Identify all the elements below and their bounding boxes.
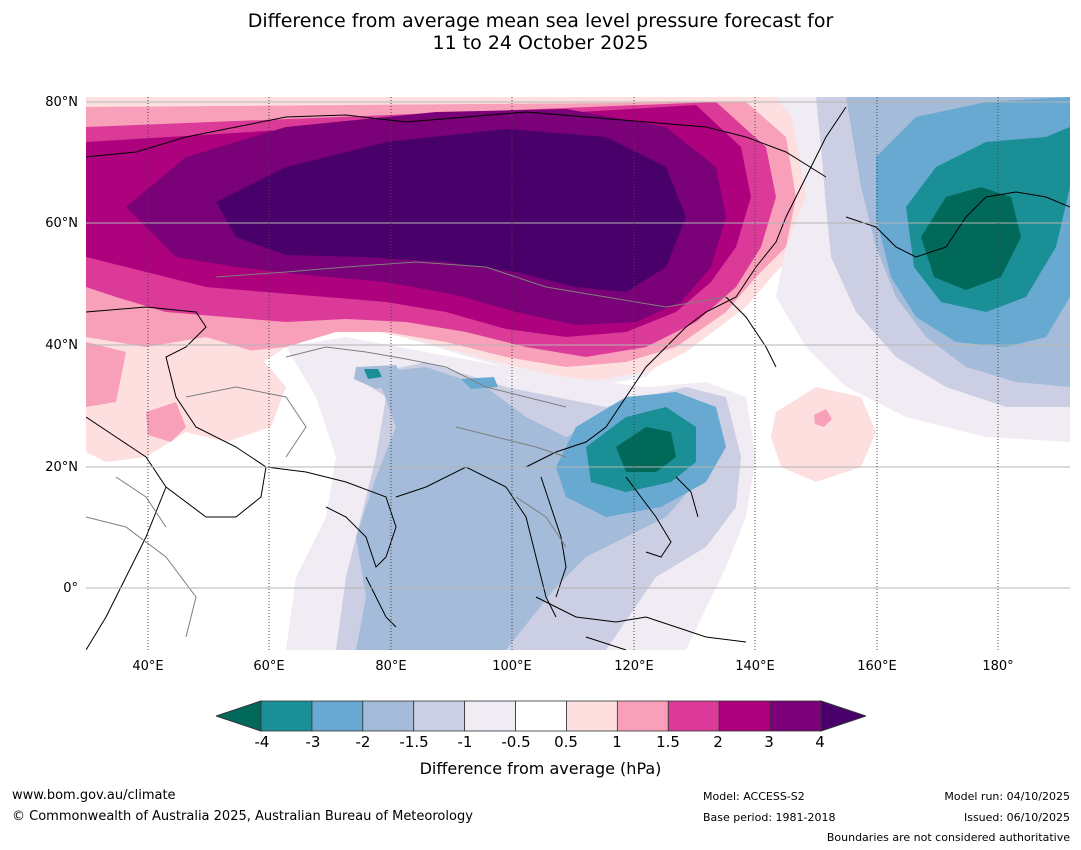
colorbar-tick: 0.5: [554, 733, 578, 751]
east-tibet-negative: [461, 377, 498, 389]
lon-label-180: 180°: [982, 659, 1014, 674]
contour-neg4: [616, 427, 676, 472]
lat-label-40n: 40°N: [45, 338, 78, 353]
positive-anomaly-middle-east: [86, 337, 286, 462]
lon-label-120e: 120°E: [614, 659, 654, 674]
pressure-anomaly-map: [86, 97, 1070, 650]
colorbar-extend-low: [214, 700, 262, 732]
title-line-2: 11 to 24 October 2025: [432, 32, 649, 54]
colorbar-tick: -1.5: [399, 733, 429, 751]
chart-title: Difference from average mean sea level p…: [0, 10, 1081, 54]
footer-base-period: Base period: 1981-2018: [703, 811, 836, 824]
negative-anomaly-north-pacific: [776, 97, 1070, 442]
lat-label-0: 0°: [63, 581, 78, 596]
colorbar-extend-high: [820, 700, 868, 732]
colorbar-segment: [566, 700, 618, 732]
lon-label-40e: 40°E: [132, 659, 164, 674]
lon-label-160e: 160°E: [857, 659, 897, 674]
positive-anomaly-pacific: [771, 387, 876, 482]
colorbar-tick: 1: [612, 733, 622, 751]
footer-copyright: © Commonwealth of Australia 2025, Austra…: [12, 809, 473, 824]
positive-anomaly-pacific-core: [814, 409, 832, 427]
country-boundaries: [86, 261, 727, 638]
colorbar: [214, 700, 868, 732]
colorbar-segment: [362, 700, 415, 732]
colorbar-segment: [311, 700, 364, 732]
colorbar-tick: -0.5: [501, 733, 531, 751]
colorbar-segment: [769, 700, 822, 732]
tibet-negative-core: [364, 369, 382, 379]
colorbar-segment: [667, 700, 720, 732]
colorbar-label: Difference from average (hPa): [419, 759, 662, 778]
negative-anomaly-tropics: [286, 337, 756, 650]
colorbar-tick: 3: [764, 733, 774, 751]
colorbar-tick: -3: [305, 733, 321, 751]
lon-label-100e: 100°E: [492, 659, 532, 674]
contour-np-4: [921, 187, 1021, 290]
colorbar-tick: 2: [713, 733, 723, 751]
title-line-1: Difference from average mean sea level p…: [247, 10, 834, 32]
colorbar-segment: [260, 700, 313, 732]
footer-url[interactable]: www.bom.gov.au/climate: [12, 788, 176, 803]
colorbar-tick: 1.5: [656, 733, 680, 751]
positive-anomaly-west-core: [86, 342, 126, 407]
colorbar-segment: [515, 700, 567, 732]
lat-label-60n: 60°N: [45, 216, 78, 231]
lat-label-80n: 80°N: [45, 95, 78, 110]
colorbar-tick: -1: [457, 733, 473, 751]
positive-anomaly-eurasia: [86, 97, 846, 397]
colorbar-tick: -4: [254, 733, 270, 751]
colorbar-segment: [616, 700, 669, 732]
lon-label-60e: 60°E: [253, 659, 285, 674]
colorbar-tick: -2: [355, 733, 371, 751]
positive-anomaly-arabia-core: [146, 402, 186, 442]
colorbar-tick: 4: [815, 733, 825, 751]
footer-issued: Issued: 06/10/2025: [963, 811, 1070, 824]
lon-label-140e: 140°E: [735, 659, 775, 674]
footer-model: Model: ACCESS-S2: [703, 790, 805, 803]
contour-4: [216, 129, 686, 292]
colorbar-segment: [718, 700, 771, 732]
coastlines: [86, 106, 1070, 650]
lon-label-80e: 80°E: [375, 659, 407, 674]
footer-disclaimer: Boundaries are not considered authoritat…: [826, 831, 1070, 844]
footer-model-run: Model run: 04/10/2025: [944, 790, 1070, 803]
map-canvas: [86, 97, 1070, 650]
colorbar-segment: [464, 700, 516, 732]
longitude-gridlines: [147, 97, 999, 650]
latitude-gridlines: [86, 101, 1070, 589]
colorbar-canvas: [214, 700, 868, 732]
lat-label-20n: 20°N: [45, 460, 78, 475]
colorbar-segment: [413, 700, 466, 732]
